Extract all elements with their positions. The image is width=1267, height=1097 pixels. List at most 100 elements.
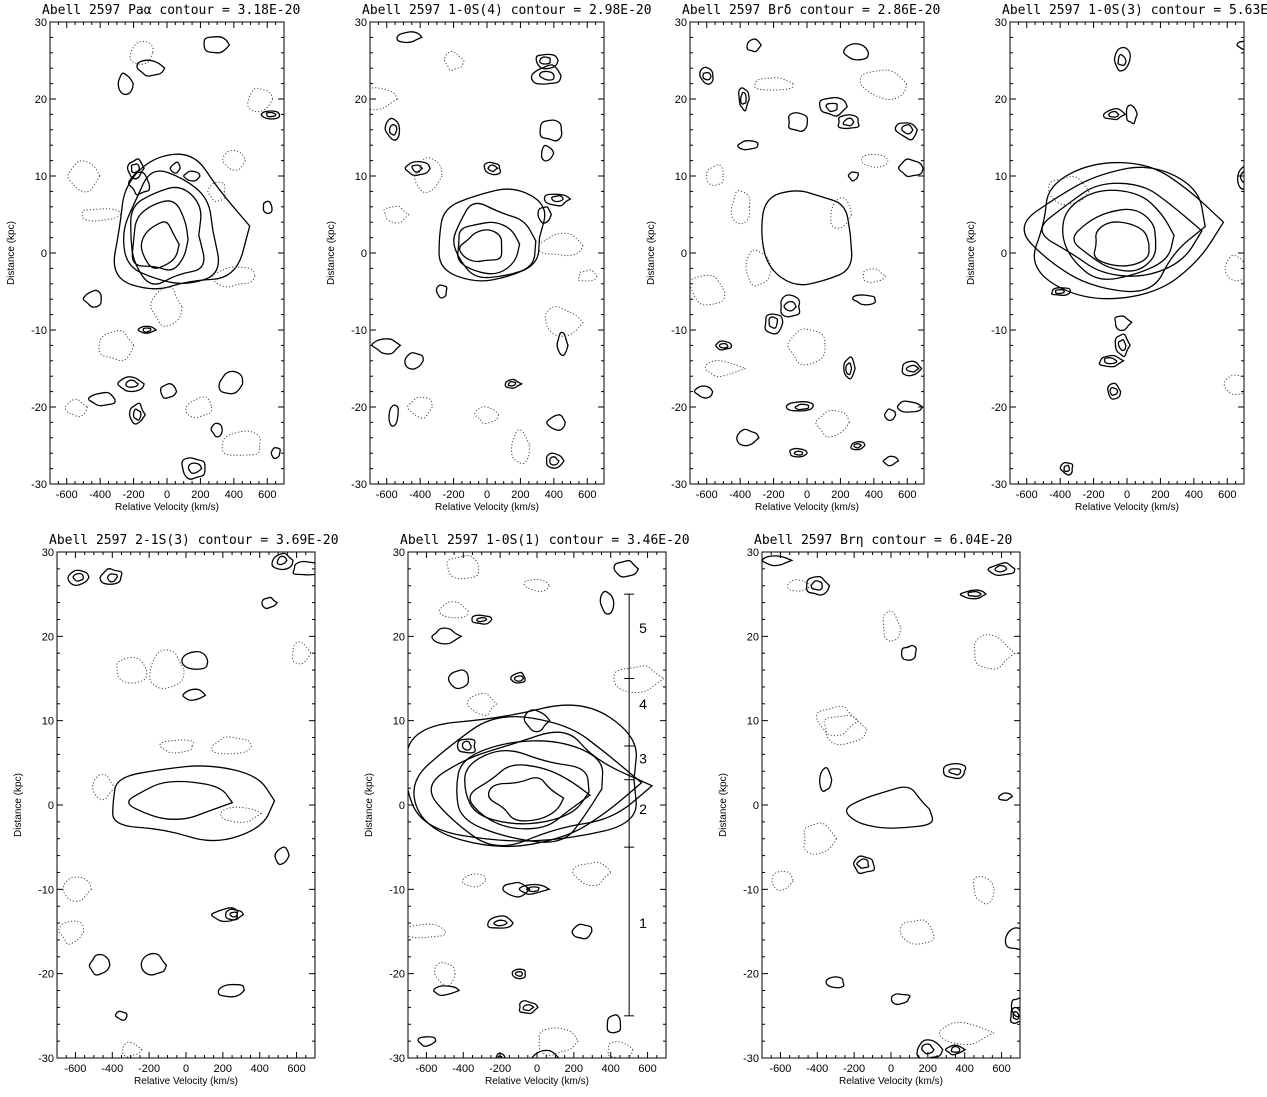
x-tick-label: -600 xyxy=(696,489,718,501)
y-tick-label: -30 xyxy=(38,1053,54,1065)
contour-blob xyxy=(510,671,526,684)
x-tick-label: 0 xyxy=(1124,489,1130,501)
negative-contour xyxy=(466,693,498,716)
contour-blob xyxy=(274,846,290,866)
contour-blob xyxy=(556,331,569,357)
contour-blob xyxy=(87,391,116,407)
negative-contour xyxy=(577,269,598,282)
negative-contour xyxy=(159,739,195,754)
contour-blob xyxy=(1009,1006,1020,1024)
x-axis-label: Relative Velocity (km/s) xyxy=(435,502,539,513)
contour-blob xyxy=(788,112,809,132)
contour-blob xyxy=(805,575,831,596)
negative-contour xyxy=(220,806,263,823)
negative-contour xyxy=(704,360,748,378)
negative-contour xyxy=(607,1041,634,1058)
x-tick-label: -600 xyxy=(56,489,78,501)
contour-blob xyxy=(117,376,145,393)
y-tick-label: 0 xyxy=(48,800,54,812)
contour-blob xyxy=(181,650,209,670)
contour-blob xyxy=(518,883,551,895)
y-tick-label: -10 xyxy=(38,884,54,896)
contour-blob xyxy=(853,855,876,875)
contour-blob-inner xyxy=(1239,170,1244,183)
contour-blob-inner xyxy=(411,164,424,173)
negative-contour xyxy=(370,87,398,111)
contour-blob-inner xyxy=(905,364,920,373)
negative-contour xyxy=(830,197,853,229)
contour-blob xyxy=(217,983,245,998)
y-axis-label: Distance (kpc) xyxy=(326,221,337,285)
y-tick-label: -20 xyxy=(743,969,759,981)
contour-blob xyxy=(571,923,593,940)
contour-blob xyxy=(530,64,562,85)
contour-blob-inner xyxy=(994,564,1008,573)
y-tick-label: 30 xyxy=(995,17,1007,29)
y-tick-label: 0 xyxy=(1001,248,1007,260)
contour-blob xyxy=(128,402,147,425)
contour-blob-inner xyxy=(856,858,870,869)
panel-title: Abell 2597 1-0S(4) contour = 2.98E-20 xyxy=(362,3,652,18)
core-contour xyxy=(457,221,521,275)
core-contour xyxy=(1023,166,1206,293)
contour-blob-inner xyxy=(229,911,238,918)
y-tick-label: -10 xyxy=(991,325,1007,337)
contour-blob xyxy=(987,562,1016,576)
x-tick-label: 0 xyxy=(534,1063,540,1075)
x-tick-label: 400 xyxy=(956,1063,974,1075)
core-contour xyxy=(1062,189,1175,280)
x-tick-label: -200 xyxy=(489,1063,511,1075)
y-axis-label: Distance (kpc) xyxy=(364,773,375,837)
contour-blob xyxy=(882,455,900,467)
negative-contour xyxy=(461,873,487,888)
contour-blob-inner xyxy=(514,971,523,977)
contour-blob-inner xyxy=(783,300,797,312)
negative-contour xyxy=(64,398,89,418)
contour-blob xyxy=(606,1014,622,1034)
contour-blob-inner xyxy=(702,71,712,81)
contour-blob xyxy=(495,1052,506,1058)
negative-contour xyxy=(938,1021,995,1046)
y-tick-label: -20 xyxy=(38,969,54,981)
contour-blob xyxy=(539,119,563,142)
contour-blob xyxy=(1236,40,1244,51)
negative-contour xyxy=(613,665,665,693)
contour-blob xyxy=(169,161,181,174)
contour-blob-inner xyxy=(845,362,853,376)
core-contour xyxy=(413,715,643,848)
x-axis-label: Relative Velocity (km/s) xyxy=(115,502,219,513)
contour-blob-inner xyxy=(1108,110,1120,118)
contour-blob xyxy=(371,338,402,355)
negative-contour xyxy=(816,705,860,737)
x-tick-label: 0 xyxy=(183,1063,189,1075)
contour-blob xyxy=(511,968,526,980)
panel-title: Abell 2597 2-1S(3) contour = 3.69E-20 xyxy=(49,533,339,548)
negative-contour xyxy=(771,870,794,891)
negative-contour xyxy=(706,164,724,186)
contour-blob xyxy=(897,158,924,178)
contour-layer xyxy=(762,555,1020,1058)
x-tick-label: 0 xyxy=(484,489,490,501)
contour-layer xyxy=(408,555,665,1058)
x-tick-label: -600 xyxy=(415,1063,437,1075)
contour-blob xyxy=(261,596,278,610)
contour-blob xyxy=(1114,333,1131,358)
contour-blob xyxy=(843,356,856,380)
contour-blob xyxy=(890,993,911,1006)
core-contour xyxy=(464,750,590,825)
contour-blob-inner xyxy=(825,102,838,113)
contour-blob-inner xyxy=(1117,339,1127,352)
negative-contour xyxy=(407,396,433,419)
core-contour xyxy=(761,190,853,286)
contour-blob xyxy=(837,114,860,130)
x-tick-label: 200 xyxy=(565,1063,583,1075)
contour-blob-inner xyxy=(522,1004,535,1012)
contour-blob xyxy=(203,36,231,54)
negative-contour xyxy=(745,249,773,287)
contour-blob-inner xyxy=(1109,386,1119,397)
y-tick-label: 10 xyxy=(355,171,367,183)
x-tick-label: 400 xyxy=(865,489,883,501)
x-tick-label: 400 xyxy=(1185,489,1203,501)
y-tick-label: 20 xyxy=(995,94,1007,106)
y-tick-label: 30 xyxy=(675,17,687,29)
